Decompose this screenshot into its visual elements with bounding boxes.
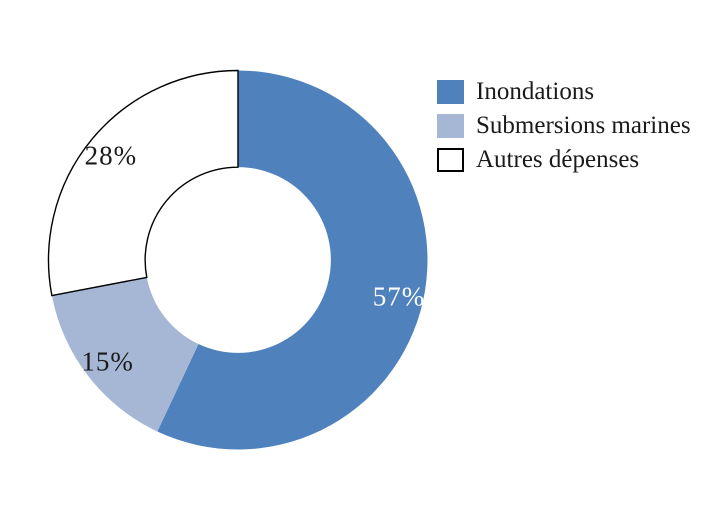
data-label-submersions-marines: 15% <box>81 347 134 377</box>
slice-submersions-marines <box>51 277 199 432</box>
legend-label-submersions-marines: Submersions marines <box>476 112 691 139</box>
legend-swatch-inondations <box>437 80 464 104</box>
legend-item-inondations: Inondations <box>437 78 691 105</box>
slice-autres-depenses <box>47 69 239 297</box>
data-label-autres-depenses: 28% <box>85 140 138 170</box>
legend-swatch-submersions-marines <box>437 114 464 138</box>
legend-label-inondations: Inondations <box>476 78 595 105</box>
chart-legend: Inondations Submersions marines Autres d… <box>437 78 691 182</box>
data-label-inondations: 57% <box>373 281 426 311</box>
legend-item-autres-depenses: Autres dépenses <box>437 146 691 173</box>
legend-item-submersions-marines: Submersions marines <box>437 112 691 139</box>
legend-swatch-autres-depenses <box>437 148 464 172</box>
legend-label-autres-depenses: Autres dépenses <box>476 146 640 173</box>
slice-inondations <box>157 70 428 450</box>
